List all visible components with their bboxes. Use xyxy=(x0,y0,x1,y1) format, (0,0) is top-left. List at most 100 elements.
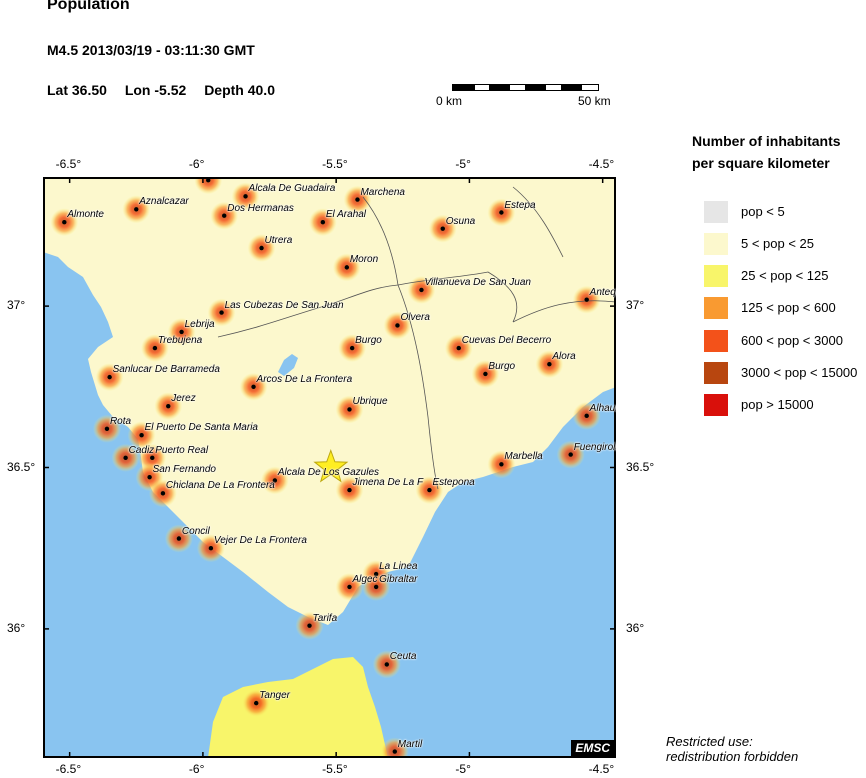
city-dot xyxy=(62,219,67,225)
map-canvas xyxy=(43,177,616,758)
city-dot xyxy=(584,413,589,419)
city-label: Tanger xyxy=(259,690,290,702)
city-dot xyxy=(347,584,352,590)
city-dot xyxy=(547,362,552,367)
lon-tick-label: -5.5° xyxy=(322,157,348,171)
city-dot xyxy=(395,323,400,328)
city-label: Almonte xyxy=(67,209,104,221)
city-dot xyxy=(344,265,350,270)
event-info: M4.5 2013/03/19 - 03:11:30 GMT xyxy=(47,42,255,58)
lat-tick-label: 36.5° xyxy=(626,459,655,474)
city-dot xyxy=(134,207,139,212)
longitude-value: Lon -5.52 xyxy=(124,82,187,98)
city-label: Rota xyxy=(109,415,132,427)
lon-tick-label: -4.5° xyxy=(588,762,615,776)
city-dot xyxy=(251,384,256,390)
city-label: San Fernando xyxy=(152,464,216,476)
city-label: Estepa xyxy=(504,199,536,211)
city-dot xyxy=(160,491,166,496)
lon-tick-label: -5° xyxy=(455,157,471,171)
legend-label: 25 < pop < 125 xyxy=(741,268,829,283)
city-dot xyxy=(152,345,158,351)
emsc-logo: EMSC xyxy=(571,740,614,756)
legend-label: 600 < pop < 3000 xyxy=(741,333,843,348)
city-label: La Linea xyxy=(379,561,418,573)
city-label: Gibraltar xyxy=(379,573,418,585)
scale-bar xyxy=(452,84,599,91)
legend-swatch xyxy=(704,330,728,352)
city-label: Utrera xyxy=(264,235,293,246)
city-dot xyxy=(208,545,214,551)
city-label: Alcala De Guadaira xyxy=(248,183,336,195)
city-label: El Puerto De Santa Maria xyxy=(144,422,258,434)
city-dot xyxy=(107,374,112,380)
city-label: Sanlucar De Barrameda xyxy=(112,364,220,376)
city-label: Trebujena xyxy=(157,335,203,347)
usage-notice-line2: redistribution forbidden xyxy=(666,749,799,764)
lon-tick-label: -6.5° xyxy=(55,762,82,776)
city-dot xyxy=(254,700,259,706)
city-dot xyxy=(123,455,128,461)
city-label: Chiclana De La Frontera xyxy=(165,480,275,492)
city-dot xyxy=(373,584,379,590)
lat-tick-label: 36° xyxy=(626,620,645,635)
spain-landmass xyxy=(43,177,616,625)
lon-tick-label: -4.5° xyxy=(588,157,615,171)
lat-tick-label: 36.5° xyxy=(7,459,36,474)
city-markers xyxy=(62,178,589,754)
lat-tick-label: 37° xyxy=(7,298,26,313)
city-dot xyxy=(427,487,432,493)
lon-tick-label: -6° xyxy=(188,762,205,776)
city-label: Vejer De La Frontera xyxy=(213,535,307,547)
lon-tick-label: -5° xyxy=(455,762,471,776)
city-label: Olvera xyxy=(400,312,430,324)
lat-tick-label: 36° xyxy=(7,620,26,635)
city-label: Burgo xyxy=(355,335,382,347)
city-dot xyxy=(440,226,445,231)
city-dot xyxy=(349,345,355,351)
urban-area xyxy=(380,737,409,758)
city-label: Sevilla xyxy=(211,177,240,178)
city-dot xyxy=(373,571,379,577)
city-label: Cadiz xyxy=(128,444,155,456)
reservoir xyxy=(278,354,298,376)
lon-tick-label: -5.5° xyxy=(322,762,348,776)
city-label: Cuevas Del Becerro xyxy=(461,335,552,347)
city-label: Martil xyxy=(397,738,423,750)
city-label: Puerto Real xyxy=(155,444,209,456)
city-label: El Arahal xyxy=(325,209,367,221)
scale-min-label: 0 km xyxy=(436,94,463,108)
city-label: Alhaurin De La Torr xyxy=(589,402,616,414)
legend-swatch xyxy=(704,201,728,223)
city-dot xyxy=(243,194,248,199)
city-label: Estepona xyxy=(432,477,475,489)
city-label: Lebrija xyxy=(184,318,215,330)
city-dot xyxy=(320,219,326,225)
urban-area xyxy=(194,177,223,195)
legend-swatch xyxy=(704,362,728,384)
usage-notice-line1: Restricted use: xyxy=(666,734,753,749)
legend-title-line2: per square kilometer xyxy=(692,155,830,171)
city-dot xyxy=(384,662,389,667)
city-dot xyxy=(206,178,211,183)
city-dot xyxy=(179,329,184,335)
lon-tick-label: -6° xyxy=(188,157,205,171)
city-label: Osuna xyxy=(445,215,476,227)
city-label: Marbella xyxy=(504,451,543,463)
city-dot xyxy=(419,287,424,293)
page-title: Population xyxy=(47,0,130,13)
city-dot xyxy=(219,310,224,315)
latitude-value: Lat 36.50 xyxy=(47,82,107,98)
city-dot xyxy=(166,403,171,409)
legend-title: Number of inhabitants per square kilomet… xyxy=(692,130,841,174)
city-dot xyxy=(307,623,312,628)
city-label: Aznalcazar xyxy=(139,196,189,208)
city-label: Ubrique xyxy=(352,396,388,408)
city-dot xyxy=(222,213,227,218)
legend-label: 3000 < pop < 15000 xyxy=(741,365,858,380)
city-label: Alcala De Los Gazules xyxy=(277,467,380,479)
city-label: Dos Hermanas xyxy=(227,202,294,214)
depth-value: Depth 40.0 xyxy=(204,82,275,98)
morocco-landmass xyxy=(208,657,388,758)
city-label: Ceuta xyxy=(389,651,417,663)
